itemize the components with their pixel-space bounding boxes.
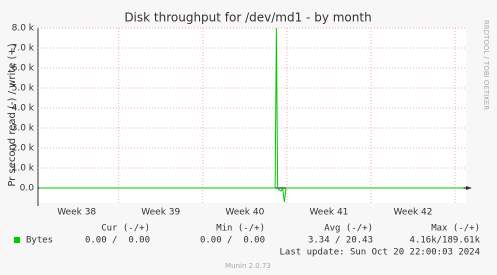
legend-label: Bytes [26, 236, 53, 246]
side-label: RRDTOOL / TOBI OETIKER [482, 20, 490, 110]
stat-value: 0.00 / 0.00 [200, 236, 265, 246]
x-tick-label: Week 41 [309, 208, 348, 218]
stat-value: 0.00 / 0.00 [85, 236, 150, 246]
line [38, 27, 464, 203]
stat-header: Min (-/+) [216, 224, 265, 234]
y-tick-label: 1.0 k [12, 164, 35, 174]
stat-header: Max (-/+) [431, 224, 480, 234]
y-tick-label: 2.0 k [12, 144, 35, 154]
last-update: Last update: Sun Oct 20 22:00:03 2024 [280, 248, 480, 258]
chart-title: Disk throughput for /dev/md1 - by month [124, 11, 371, 25]
y-tick-label: 3.0 k [12, 124, 35, 134]
stat-value: 3.34 / 20.43 [308, 236, 373, 246]
legend-swatch [14, 237, 20, 243]
y-tick-label: 7.0 k [12, 44, 35, 54]
stat-header: Cur (-/+) [101, 224, 150, 234]
y-tick-label: 4.0 k [12, 104, 35, 114]
footer: Munin 2.0.73 [225, 262, 271, 270]
x-tick-label: Week 39 [141, 208, 180, 218]
y-tick-label: 0.0 [20, 184, 35, 194]
x-tick-label: Week 38 [57, 208, 96, 218]
stat-value: 4.16k/189.61k [410, 236, 481, 246]
axis-arrow [466, 186, 472, 190]
x-tick-label: Week 42 [394, 208, 433, 218]
y-axis-label: Pr second read (-) / write (+) [7, 43, 18, 186]
x-tick-label: Week 40 [225, 208, 264, 218]
y-tick-label: 6.0 k [12, 64, 35, 74]
stat-header: Avg (-/+) [324, 224, 373, 234]
y-tick-label: 8.0 k [12, 24, 35, 34]
plot-area [38, 28, 466, 203]
y-tick-label: 5.0 k [12, 84, 35, 94]
